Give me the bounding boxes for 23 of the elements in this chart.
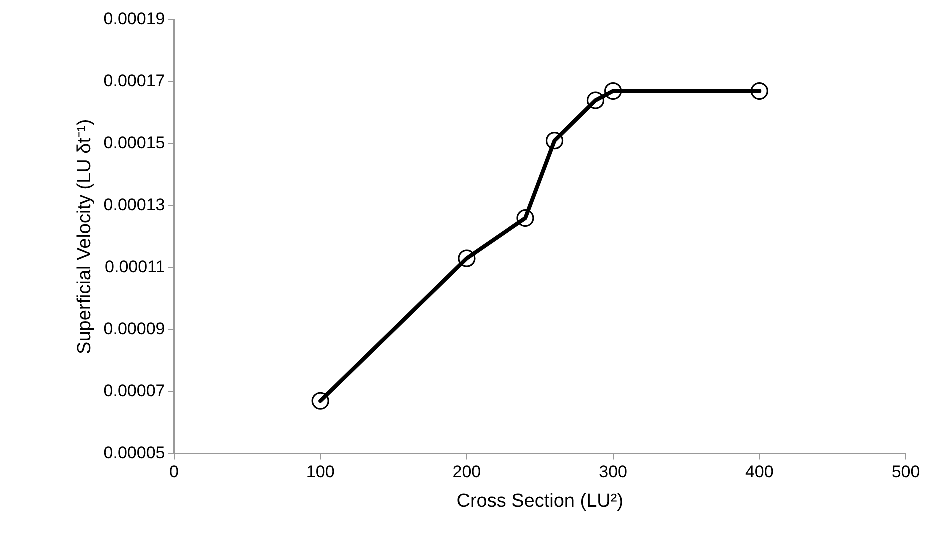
y-tick-label: 0.00007 [104,382,166,401]
y-tick-label: 0.00005 [104,443,166,462]
y-tick-label: 0.00017 [104,72,166,91]
y-tick-label: 0.00019 [104,10,166,29]
point [312,392,330,410]
x-tick-label: 200 [452,462,482,482]
y-axis-title: Superficial Velocity (LU δt⁻¹) [74,119,96,354]
x-tick-label: 400 [745,462,774,482]
y-tick-label: 0.00015 [104,134,166,153]
y-tick-label: 0.00011 [105,258,166,277]
y-tick-label: 0.00013 [104,196,166,215]
x-tick-label: 300 [599,462,628,482]
x-tick-label: 100 [306,462,335,482]
point [750,82,768,100]
point [458,250,476,268]
point [586,92,605,110]
x-tick-label: 500 [892,462,920,482]
x-tick-label: 0 [170,462,179,482]
x-axis-title: Cross Section (LU²) [456,490,624,512]
point [546,132,564,150]
y-tick-label: 0.00009 [104,320,166,339]
point [516,210,534,228]
point [604,82,622,100]
